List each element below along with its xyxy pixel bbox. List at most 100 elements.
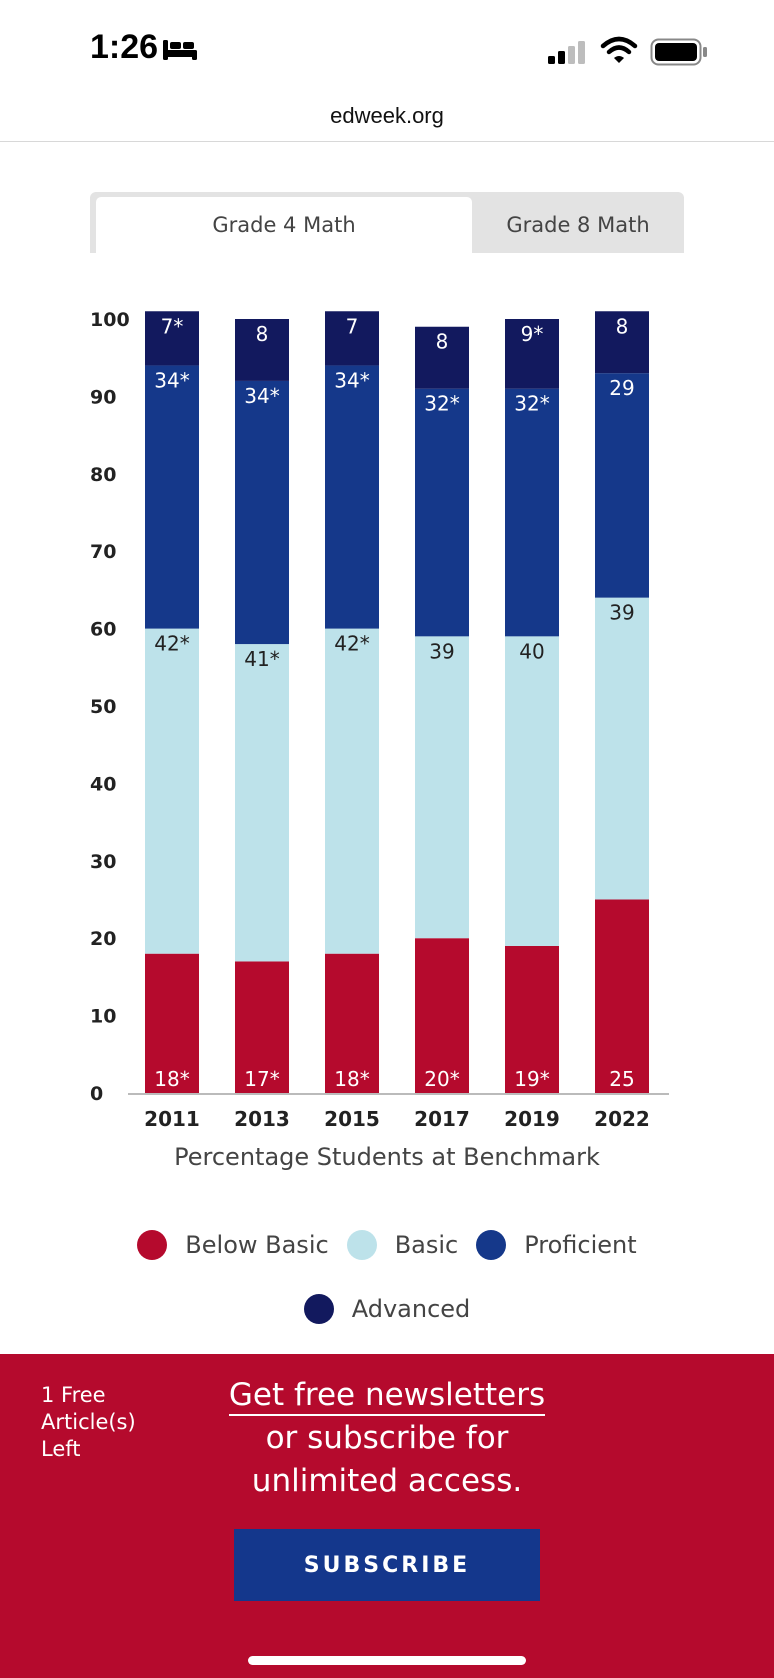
bar-below-basic-2022: [595, 899, 649, 1093]
bar-stack-2011: 18* 42* 34* 7*: [145, 311, 199, 1093]
x-tick-label: 2013: [234, 1107, 290, 1130]
data-label-proficient-2015: 34*: [334, 368, 369, 392]
y-tick-label: 80: [90, 464, 116, 486]
data-label-proficient-2013: 34*: [244, 384, 279, 408]
legend: Below Basic Basic Proficient: [0, 1230, 774, 1260]
x-tick-label: 2022: [594, 1107, 650, 1130]
data-label-basic-2011: 42*: [154, 632, 189, 656]
x-axis: 2011 2013 2015 2017 2019 2022: [128, 1093, 669, 1130]
bar-stack-2013: 17* 41* 34* 8: [235, 319, 289, 1093]
data-label-advanced-2022: 8: [616, 314, 629, 338]
bar-advanced-2011: [145, 311, 199, 366]
legend-label: Advanced: [351, 1295, 471, 1323]
bar-proficient-2017: [415, 388, 469, 637]
bar-basic-2013: [235, 644, 289, 962]
banner-cta: Get free newsletters or subscribe for un…: [180, 1374, 594, 1503]
cta-line-3: unlimited access.: [251, 1463, 523, 1499]
bar-advanced-2013: [235, 319, 289, 381]
bar-advanced-2019: [505, 319, 559, 389]
x-tick-label: 2017: [414, 1107, 470, 1130]
bar-basic-2017: [415, 636, 469, 939]
data-label-below-basic-2017: 20*: [424, 1067, 459, 1091]
bar-below-basic-2013: [235, 961, 289, 1093]
y-tick-label: 60: [90, 619, 116, 641]
data-label-below-basic-2011: 18*: [154, 1067, 189, 1091]
data-label-basic-2017: 39: [429, 639, 454, 663]
cellular-signal-icon: [548, 41, 585, 64]
y-tick-label: 20: [90, 928, 116, 950]
data-label-proficient-2022: 29: [609, 376, 634, 400]
data-label-below-basic-2019: 19*: [514, 1067, 549, 1091]
bar-proficient-2011: [145, 365, 199, 629]
data-label-proficient-2017: 32*: [424, 392, 459, 416]
bar-below-basic-2017: [415, 938, 469, 1093]
y-tick-label: 70: [90, 541, 116, 563]
status-time: 1:26: [90, 28, 159, 66]
bar-advanced-2017: [415, 326, 469, 389]
data-label-proficient-2011: 34*: [154, 368, 189, 392]
data-label-advanced-2019: 9*: [521, 322, 544, 346]
subscription-banner: 1 Free Article(s) Left Get free newslett…: [0, 1354, 774, 1678]
subscribe-button[interactable]: SUBSCRIBE: [234, 1529, 540, 1601]
bar-basic-2022: [595, 597, 649, 900]
data-label-proficient-2019: 32*: [514, 392, 549, 416]
y-axis: 0 10 20 30 40 50 60 70 80 90 100: [90, 309, 130, 1105]
bar-stack-2017: 20* 39 32* 8: [415, 326, 469, 1093]
bar-stack-2022: 25 39 29 8: [595, 311, 649, 1093]
y-tick-label: 0: [90, 1083, 103, 1105]
y-tick-label: 40: [90, 773, 116, 795]
data-label-advanced-2013: 8: [256, 322, 269, 346]
y-tick-label: 30: [90, 851, 116, 873]
legend-row-2: Advanced: [0, 1294, 774, 1324]
status-bar: 1:26: [0, 0, 774, 90]
bar-basic-2019: [505, 636, 559, 946]
bar-stack-2019: 19* 40 32* 9*: [505, 319, 559, 1093]
bar-advanced-2022: [595, 311, 649, 374]
legend-item-basic: Basic: [346, 1230, 459, 1260]
bar-basic-2015: [325, 628, 379, 954]
home-indicator[interactable]: [248, 1656, 526, 1665]
bar-below-basic-2011: [145, 953, 199, 1093]
battery-icon: [650, 38, 707, 66]
address-bar[interactable]: edweek.org: [0, 95, 774, 142]
y-tick-label: 100: [90, 309, 130, 331]
stacked-bar-chart: 0 10 20 30 40 50 60 70 80 90 100 18* 42* 34* 7* 17* 41*…: [90, 309, 669, 1130]
x-tick-label: 2015: [324, 1107, 380, 1130]
data-label-advanced-2011: 7*: [161, 314, 184, 338]
x-tick-label: 2011: [144, 1107, 200, 1130]
y-tick-label: 50: [90, 696, 116, 718]
legend-label: Basic: [394, 1231, 459, 1259]
legend-item-below-basic: Below Basic: [137, 1230, 329, 1260]
bar-below-basic-2015: [325, 953, 379, 1093]
newsletter-link[interactable]: Get free newsletters: [228, 1376, 546, 1416]
url-text: edweek.org: [330, 103, 444, 128]
data-label-basic-2019: 40: [519, 639, 544, 663]
chart-tabs: Grade 4 Math Grade 8 Math: [90, 192, 684, 253]
legend-item-proficient: Proficient: [476, 1230, 637, 1260]
bar-proficient-2013: [235, 380, 289, 645]
x-axis-title: Percentage Students at Benchmark: [174, 1143, 600, 1171]
bar-proficient-2015: [325, 365, 379, 629]
free-articles-left: 1 Free Article(s) Left: [41, 1383, 136, 1461]
bars: 18* 42* 34* 7* 17* 41* 34* 8 18* 42* 34* 7 20* 39 32* 8…: [145, 311, 649, 1093]
legend-label: Below Basic: [185, 1231, 329, 1259]
bar-basic-2011: [145, 628, 199, 954]
data-label-basic-2013: 41*: [244, 647, 279, 671]
tab-grade-8-math[interactable]: Grade 8 Math: [506, 213, 650, 237]
data-label-below-basic-2013: 17*: [244, 1067, 279, 1091]
cta-line-2: or subscribe for: [265, 1420, 509, 1456]
data-label-below-basic-2022: 25: [609, 1067, 634, 1091]
data-label-advanced-2017: 8: [436, 330, 449, 354]
bar-stack-2015: 18* 42* 34* 7: [325, 311, 379, 1093]
x-tick-label: 2019: [504, 1107, 560, 1130]
wifi-icon: [600, 36, 638, 63]
bar-proficient-2019: [505, 388, 559, 637]
legend-label: Proficient: [524, 1231, 637, 1259]
legend-swatch-below-basic: [137, 1230, 168, 1260]
tab-grade-4-math[interactable]: Grade 4 Math: [96, 197, 472, 253]
bar-proficient-2022: [595, 373, 649, 598]
legend-swatch-basic: [346, 1230, 377, 1260]
bar-below-basic-2019: [505, 945, 559, 1093]
data-label-basic-2022: 39: [609, 601, 634, 625]
data-label-advanced-2015: 7: [346, 314, 359, 338]
